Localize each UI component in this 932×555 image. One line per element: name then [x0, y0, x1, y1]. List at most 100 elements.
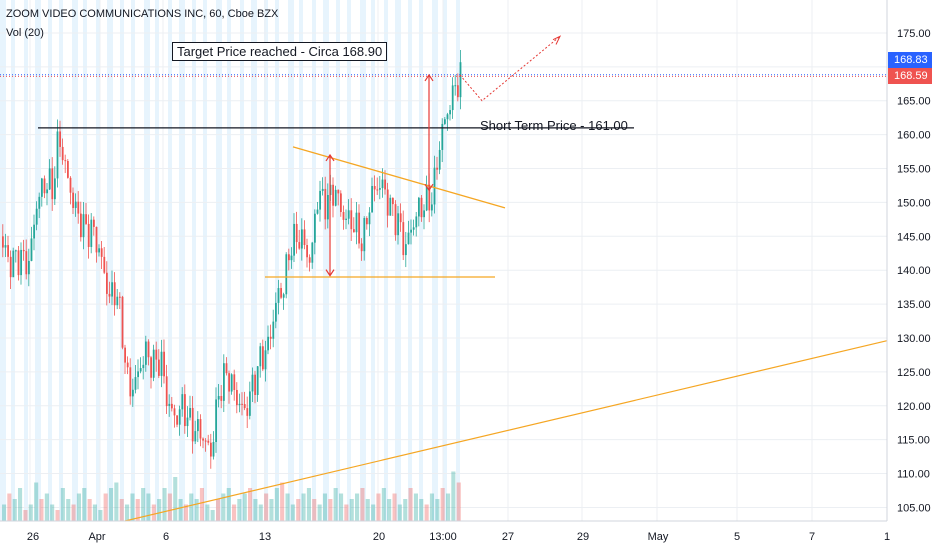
candle-body: [194, 431, 197, 442]
candle-body: [2, 236, 4, 248]
volume-bar: [429, 493, 434, 521]
session-band: [443, 0, 447, 521]
volume-bar: [210, 510, 215, 521]
volume-bar: [92, 504, 97, 521]
volume-bar: [23, 510, 28, 521]
volume-bar: [130, 493, 135, 521]
candle-body: [241, 403, 243, 405]
volume-bar: [408, 488, 413, 521]
candle-body: [147, 341, 150, 358]
volume-bar: [71, 504, 76, 521]
volume-bar: [221, 493, 226, 521]
session-band: [83, 0, 87, 521]
candle-body: [394, 204, 397, 236]
candle-body: [282, 294, 285, 298]
candle-body: [20, 249, 22, 276]
candle-body: [139, 368, 142, 372]
candle-body: [262, 346, 264, 370]
volume-bar: [253, 499, 258, 521]
candle-body: [108, 293, 111, 297]
candle-body: [181, 394, 184, 410]
candle-body: [77, 201, 80, 214]
time-tick-label: 13:00: [429, 531, 457, 543]
candle-body: [163, 351, 165, 377]
candle-body: [272, 321, 275, 339]
time-tick-label: 29: [577, 531, 589, 543]
price-tick-label: 155.00: [897, 164, 931, 176]
session-band: [347, 0, 351, 521]
volume-bar: [162, 488, 167, 521]
candle-body: [100, 248, 103, 257]
candle-body: [178, 409, 181, 425]
volume-bar: [125, 504, 130, 521]
volume-bar: [109, 488, 114, 521]
volume-bar: [387, 499, 392, 521]
candle-body: [303, 229, 306, 246]
candle-body: [249, 391, 251, 416]
candle-body: [124, 347, 126, 363]
candle-body: [451, 85, 454, 111]
volume-bar: [419, 499, 424, 521]
volume-bar: [226, 488, 231, 521]
candle-body: [446, 114, 449, 120]
candle-body: [202, 438, 204, 441]
session-band: [323, 0, 329, 521]
candle-body: [113, 282, 116, 306]
candle-body: [308, 257, 311, 263]
time-tick-label: 13: [259, 531, 271, 543]
measure-arrow-target-head-bottom: [424, 183, 434, 192]
long-trendline: [124, 340, 888, 522]
candle-body: [295, 223, 298, 243]
candle-body: [373, 186, 376, 190]
candle-body: [220, 396, 223, 401]
price-tick-label: 160.00: [897, 130, 931, 142]
candle-body: [59, 131, 61, 147]
candle-body: [176, 415, 178, 425]
candle-body: [405, 244, 407, 256]
session-band: [240, 0, 244, 521]
candle-body: [431, 204, 433, 211]
candle-body: [376, 189, 379, 191]
candle-body: [418, 197, 420, 217]
time-tick-label: 5: [734, 531, 740, 543]
candle-body: [189, 407, 191, 418]
volume-bar: [296, 499, 301, 521]
volume-bar: [141, 488, 146, 521]
candle-body: [436, 167, 438, 170]
candle-body: [15, 250, 17, 252]
candle-body: [243, 404, 246, 409]
candle-body: [74, 201, 77, 208]
volume-bar: [435, 499, 440, 521]
candle-body: [204, 440, 207, 442]
candle-body: [254, 374, 256, 395]
candle-body: [168, 403, 171, 407]
volume-bar: [232, 504, 237, 521]
candle-body: [415, 216, 418, 228]
volume-bar: [440, 488, 445, 521]
candle-body: [25, 251, 28, 275]
volume-bar: [424, 504, 429, 521]
volume-bar: [151, 504, 156, 521]
projection-arrow-head: [552, 35, 562, 45]
volume-bar: [167, 493, 172, 521]
volume-bar: [339, 493, 344, 521]
candle-body: [353, 229, 355, 233]
price-tick-label: 150.00: [897, 197, 931, 209]
candle-body: [116, 296, 119, 306]
short-term-price-callout[interactable]: Short Term Price - 161.00: [480, 118, 628, 133]
session-band: [227, 0, 231, 521]
session-band: [336, 0, 340, 521]
measure-arrow-target-head-top: [424, 73, 434, 82]
candle-body: [69, 177, 72, 193]
session-band: [48, 0, 52, 521]
candle-body: [410, 229, 412, 233]
session-band: [120, 0, 124, 521]
volume-bar: [55, 510, 60, 521]
target-price-callout[interactable]: Target Price reached - Circa 168.90: [172, 42, 388, 61]
volume-bar: [135, 499, 140, 521]
candle-body: [67, 161, 69, 178]
candle-body: [389, 197, 392, 216]
volume-indicator-label[interactable]: Vol (20): [6, 27, 44, 39]
candle-body: [319, 190, 321, 210]
